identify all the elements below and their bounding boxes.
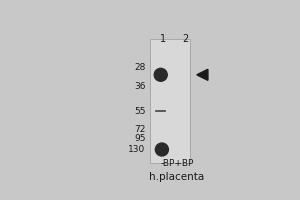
Text: 95: 95 [134, 134, 146, 143]
Text: 2: 2 [182, 34, 188, 44]
Text: 1: 1 [160, 34, 166, 44]
Polygon shape [197, 69, 208, 80]
Text: 72: 72 [134, 125, 146, 134]
Text: 36: 36 [134, 82, 146, 91]
Text: 130: 130 [128, 145, 146, 154]
Ellipse shape [155, 143, 168, 156]
Bar [150, 39, 190, 163]
Text: -BP+BP: -BP+BP [160, 159, 194, 168]
Text: h.placenta: h.placenta [149, 172, 205, 182]
Text: 28: 28 [134, 63, 146, 72]
Ellipse shape [154, 68, 167, 81]
Text: 55: 55 [134, 107, 146, 116]
